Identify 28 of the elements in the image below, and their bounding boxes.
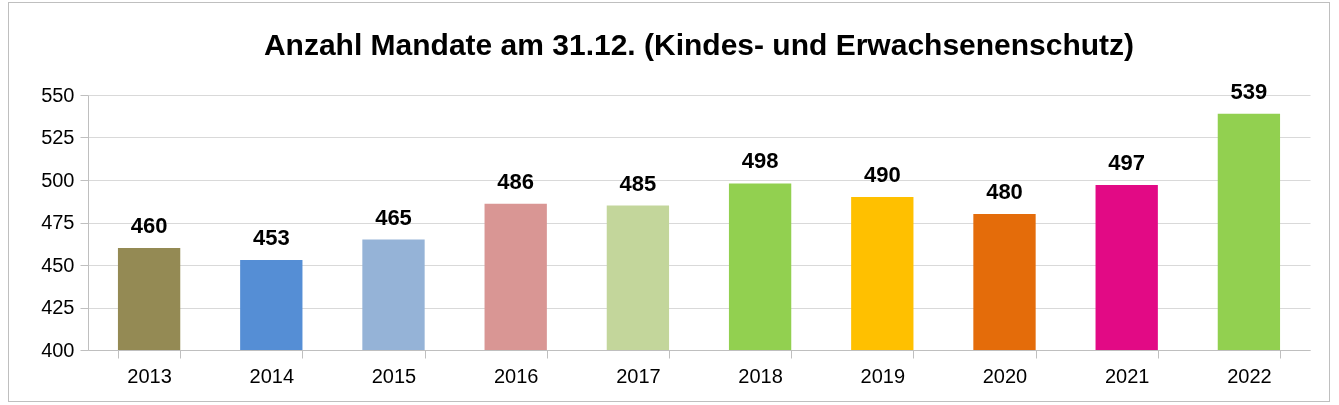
y-tick-label: 525 [41, 126, 75, 148]
x-tick-label: 2015 [371, 364, 417, 387]
data-label: 490 [863, 162, 901, 187]
y-tick-label: 450 [41, 253, 75, 276]
x-tick-label: 2017 [616, 364, 661, 387]
y-tick-label: 500 [41, 168, 75, 191]
data-label: 460 [130, 213, 168, 238]
x-tick-label: 2021 [1104, 364, 1150, 387]
data-label: 465 [375, 204, 412, 230]
x-tick-label: 2019 [860, 364, 906, 387]
data-label: 485 [619, 170, 657, 196]
x-tick-label: 2016 [493, 364, 539, 387]
x-tick-label: 2013 [127, 364, 172, 387]
y-tick-label: 475 [41, 211, 75, 233]
data-label: 486 [497, 168, 535, 194]
chart-title: Anzahl Mandate am 31.12. (Kindes- und Erwachsenenschutz) [263, 27, 1135, 61]
x-tick-label: 2022 [1227, 364, 1272, 387]
y-tick-label: 550 [41, 83, 75, 106]
data-label: 539 [1230, 78, 1268, 104]
x-tick-label: 2014 [249, 364, 295, 387]
data-label: 480 [986, 179, 1023, 204]
x-tick-label: 2018 [738, 364, 783, 387]
y-tick-label: 400 [41, 338, 75, 361]
x-tick-label: 2020 [982, 364, 1028, 387]
data-label: 453 [252, 224, 290, 250]
data-label: 497 [1108, 150, 1146, 176]
data-label: 498 [741, 148, 779, 174]
y-tick-label: 425 [41, 296, 75, 318]
